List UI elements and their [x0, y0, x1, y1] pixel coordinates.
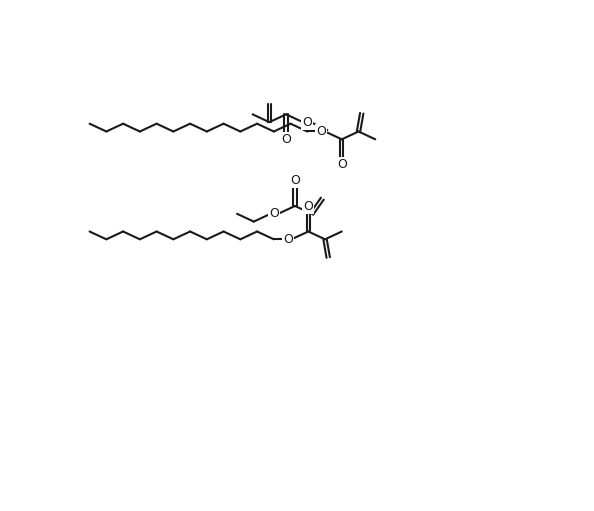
Text: O: O [281, 133, 291, 146]
Text: O: O [290, 174, 300, 187]
Text: O: O [270, 207, 279, 220]
Text: O: O [316, 125, 326, 138]
Text: O: O [304, 200, 313, 213]
Text: O: O [302, 115, 312, 129]
Text: O: O [283, 233, 293, 246]
Text: O: O [337, 158, 347, 171]
